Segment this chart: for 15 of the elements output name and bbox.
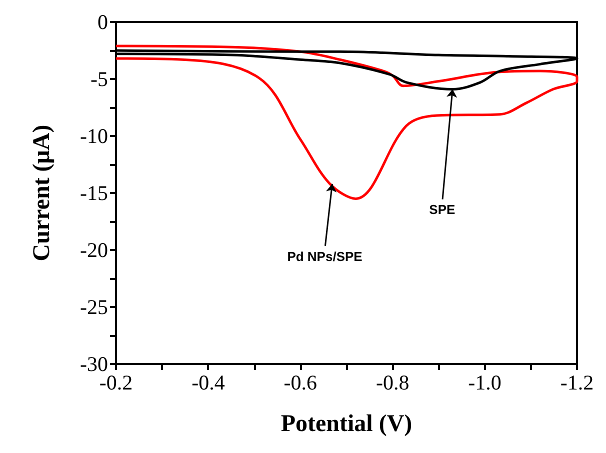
x-axis-title: Potential (V) — [280, 411, 412, 437]
y-tick-label: -20 — [80, 238, 108, 262]
annotation: Pd NPs/SPE — [287, 248, 363, 264]
x-tick-label: -0.6 — [284, 370, 318, 394]
x-tick-label: -1.0 — [468, 370, 502, 394]
x-tick-label: -1.2 — [560, 370, 594, 394]
x-tick-label: -0.4 — [192, 370, 226, 394]
y-tick-label: -15 — [80, 181, 108, 205]
x-tick-label: -0.8 — [376, 370, 410, 394]
y-tick-label: -10 — [80, 124, 108, 148]
annotation: SPE — [429, 202, 456, 218]
y-tick-label: -25 — [80, 295, 108, 319]
y-axis-title: Current (μA) — [29, 124, 55, 262]
y-tick-label: -5 — [90, 67, 108, 91]
y-tick-label: 0 — [98, 10, 108, 34]
